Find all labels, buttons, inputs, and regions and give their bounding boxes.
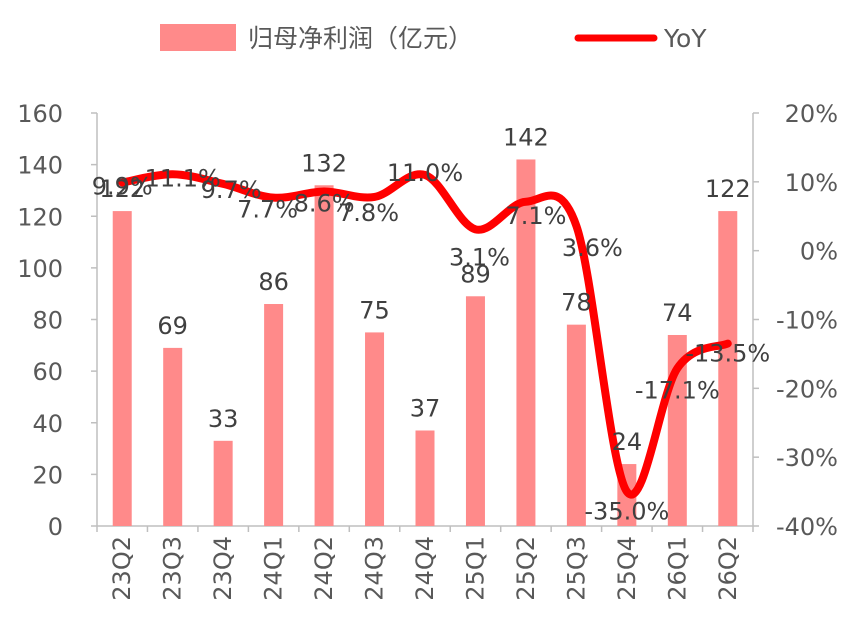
- yoy-point-25Q2: [525, 201, 527, 203]
- legend-bar-label: 归母净利润（亿元）: [248, 24, 473, 53]
- x-tick-label: 25Q2: [512, 536, 540, 601]
- right-tick-label: 10%: [785, 169, 838, 197]
- yoy-point-23Q2: [121, 182, 123, 184]
- yoy-label-23Q3: 11.1%: [145, 164, 221, 192]
- x-tick-label: 23Q2: [108, 536, 136, 601]
- yoy-line-layer: [118, 170, 732, 499]
- bar-label-24Q4: 37: [410, 394, 441, 422]
- x-tick-label: 23Q4: [209, 536, 237, 601]
- bar-24Q3: [365, 332, 385, 526]
- bar-24Q1: [264, 304, 284, 526]
- yoy-label-25Q1: 3.1%: [449, 243, 510, 271]
- bar-label-25Q4: 24: [612, 428, 643, 456]
- left-tick-label: 160: [17, 100, 63, 128]
- x-tick-label: 24Q4: [411, 536, 439, 601]
- left-tick-label: 140: [17, 152, 63, 180]
- right-tick-label: 0%: [800, 238, 838, 266]
- bar-26Q2: [718, 211, 738, 526]
- bar-label-23Q3: 69: [157, 312, 188, 340]
- bar-label-23Q2: 122: [99, 175, 145, 203]
- left-tick-label: 80: [32, 307, 63, 335]
- yoy-line: [118, 170, 732, 499]
- x-tick-label: 25Q3: [562, 536, 590, 601]
- yoy-point-24Q2: [323, 190, 325, 192]
- right-tick-label: -30%: [776, 444, 838, 472]
- x-tick-label: 25Q1: [461, 536, 489, 601]
- legend: 归母净利润（亿元） YoY: [160, 24, 707, 53]
- x-tick-label: 23Q3: [159, 536, 187, 601]
- yoy-point-24Q1: [273, 197, 275, 199]
- yoy-label-24Q1: 7.7%: [237, 196, 298, 224]
- yoy-label-23Q2: 9.9%: [92, 173, 153, 201]
- bar-label-23Q4: 33: [208, 405, 239, 433]
- yoy-label-25Q4: -35.0%: [584, 498, 669, 526]
- x-tick-label: 24Q3: [361, 536, 389, 601]
- bar-25Q1: [465, 296, 485, 526]
- left-tick-label: 120: [17, 203, 63, 231]
- yoy-label-26Q1: -17.1%: [635, 376, 720, 404]
- bar-24Q4: [415, 430, 435, 526]
- bar-label-25Q3: 78: [561, 289, 592, 317]
- bar-25Q2: [516, 159, 536, 526]
- yoy-label-24Q2: 8.6%: [294, 189, 355, 217]
- x-tick-label: 25Q4: [613, 536, 641, 601]
- right-tick-label: 20%: [785, 100, 838, 128]
- yoy-label-25Q2: 7.1%: [505, 202, 566, 230]
- yoy-label-24Q3: 7.8%: [338, 199, 399, 227]
- left-tick-label: 60: [32, 358, 63, 386]
- legend-bar-swatch: [160, 24, 236, 51]
- right-tick-label: -20%: [776, 375, 838, 403]
- yoy-point-25Q3: [575, 225, 577, 227]
- x-tick-label: 26Q1: [663, 536, 691, 601]
- left-tick-label: 100: [17, 255, 63, 283]
- bar-label-24Q1: 86: [258, 268, 289, 296]
- yoy-point-25Q1: [474, 228, 476, 230]
- x-tick-label: 26Q2: [714, 536, 742, 601]
- bar-label-25Q1: 89: [460, 260, 491, 288]
- axes: 0 20 40 60 80 100 120 140 160 -40% -30% -20% -10% 0% 1…: [17, 100, 838, 601]
- yoy-label-23Q4: 9.7%: [201, 176, 262, 204]
- right-tick-label: -40%: [776, 513, 838, 541]
- bar-label-26Q2: 122: [705, 175, 751, 203]
- left-tick-label: 40: [32, 410, 63, 438]
- bar-label-26Q1: 74: [662, 299, 693, 327]
- bar-25Q3: [566, 324, 586, 526]
- yoy-point-23Q4: [222, 183, 224, 185]
- yoy-point-25Q4: [626, 491, 628, 493]
- legend-line-label: YoY: [663, 24, 707, 53]
- left-tick-label: 0: [48, 513, 63, 541]
- x-tick-label: 24Q2: [310, 536, 338, 601]
- bar-24Q2: [314, 185, 334, 526]
- yoy-label-24Q4: 11.0%: [387, 159, 463, 187]
- right-tick-label: -10%: [776, 307, 838, 335]
- bar-23Q4: [213, 440, 233, 526]
- yoy-point-24Q4: [424, 174, 426, 176]
- yoy-point-24Q3: [374, 196, 376, 198]
- bar-23Q3: [163, 347, 183, 526]
- data-labels: 1226933861327537891427824741229.9%11.1%9…: [92, 123, 770, 525]
- bar-23Q2: [112, 211, 132, 526]
- bar-label-24Q2: 132: [301, 149, 347, 177]
- bar-label-24Q3: 75: [359, 296, 390, 324]
- yoy-point-26Q2: [727, 343, 729, 345]
- bar-label-25Q2: 142: [503, 123, 549, 151]
- yoy-point-26Q1: [676, 367, 678, 369]
- yoy-label-26Q2: -13.5%: [685, 340, 770, 368]
- yoy-label-25Q3: 3.6%: [562, 234, 623, 262]
- yoy-point-23Q3: [172, 173, 174, 175]
- left-tick-label: 20: [32, 461, 63, 489]
- x-tick-label: 24Q1: [260, 536, 288, 601]
